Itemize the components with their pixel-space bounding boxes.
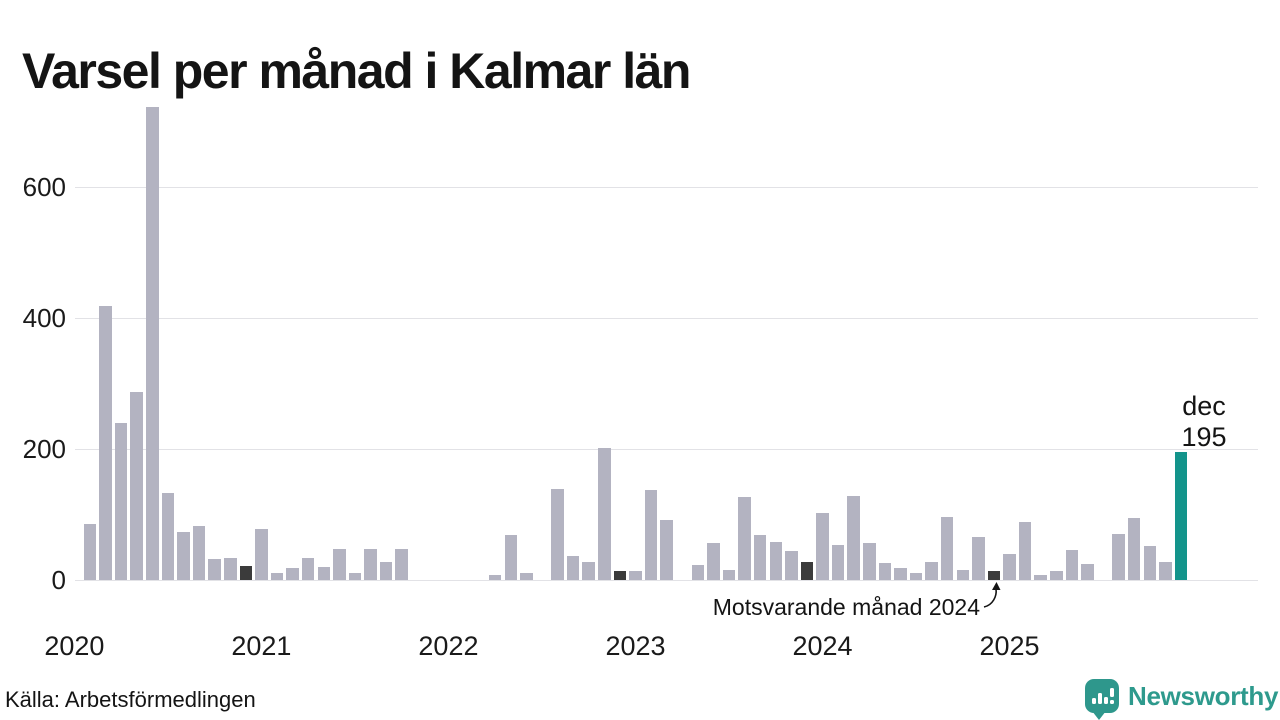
bar-2024-okt — [956, 570, 970, 580]
bar-2020-feb — [83, 524, 97, 580]
bar-2023-aug — [738, 496, 751, 580]
bar-2023-okt — [769, 542, 783, 580]
bar-2020-sep — [192, 525, 206, 580]
bar-2020-apr — [114, 422, 128, 580]
highlight-bar-month: dec — [1182, 391, 1226, 421]
reference-annotation: Motsvarande månad 2024 — [712, 594, 980, 620]
bar-2020-jul — [161, 492, 175, 580]
newsworthy-wordmark: Newsworthy — [1128, 680, 1279, 711]
bar-2025-jan — [1003, 554, 1016, 580]
page-title: Varsel per månad i Kalmar län — [22, 42, 691, 99]
bar-2025-dec — [1174, 452, 1188, 580]
y-tick-label-600: 600 — [22, 172, 66, 202]
x-tick-label-2023: 2023 — [605, 631, 666, 661]
bar-2022-sep — [566, 556, 580, 580]
bar-2020-nov — [224, 557, 237, 580]
bar-2024-apr — [863, 542, 876, 580]
bar-2024-mar — [847, 495, 860, 580]
bar-2023-dec — [800, 562, 814, 580]
bar-2023-jul — [722, 569, 736, 580]
badge-bar-icon — [1104, 697, 1108, 704]
bar-2023-nov — [785, 550, 798, 580]
gridline-y-200 — [75, 449, 1258, 450]
bar-2022-dec — [613, 571, 627, 580]
bar-2021-jan — [255, 528, 268, 580]
bar-2024-feb — [831, 545, 845, 580]
highlight-bar-value: 195 — [1181, 422, 1227, 453]
x-tick-label-2022: 2022 — [418, 631, 479, 661]
bar-2020-aug — [177, 531, 190, 580]
bar-2025-aug — [1112, 534, 1125, 580]
bar-2025-sep — [1127, 518, 1141, 580]
bar-2024-nov — [972, 537, 985, 580]
bar-2025-maj — [1065, 549, 1079, 580]
badge-bar-icon — [1098, 693, 1102, 704]
bar-2024-jul — [909, 573, 923, 580]
bar-2022-apr — [488, 575, 502, 580]
bar-2025-apr — [1050, 570, 1063, 580]
bar-2024-aug — [925, 562, 938, 580]
bar-2025-mar — [1034, 574, 1047, 580]
bar-2024-jan — [816, 513, 829, 580]
bar-2022-maj — [504, 535, 518, 580]
x-tick-label-2020: 2020 — [44, 631, 105, 661]
bar-2022-jun — [520, 572, 533, 580]
bar-2020-mar — [99, 306, 112, 580]
y-tick-label-400: 400 — [22, 303, 66, 333]
source-caption: Källa: Arbetsförmedlingen — [5, 687, 256, 712]
gridline-y-400 — [75, 318, 1258, 319]
newsworthy-logo: Newsworthy — [1085, 676, 1279, 720]
y-tick-label-200: 200 — [22, 434, 66, 464]
bar-2025-feb — [1018, 521, 1032, 580]
bar-2021-feb — [270, 572, 284, 580]
x-tick-label-2024: 2024 — [792, 631, 853, 661]
badge-tail-icon — [1092, 711, 1106, 720]
bar-2023-jun — [707, 543, 720, 580]
bar-2025-nov — [1159, 561, 1172, 580]
bar-2023-feb — [644, 490, 658, 580]
bar-2022-nov — [598, 447, 611, 580]
bar-2020-maj — [130, 392, 143, 580]
bar-2020-jun — [146, 107, 159, 580]
highlight-bar-label: dec 195 — [1172, 391, 1236, 454]
bar-2024-maj — [878, 562, 892, 580]
bar-2025-okt — [1143, 545, 1157, 580]
bar-2020-okt — [208, 559, 221, 580]
bar-2021-apr — [301, 558, 315, 580]
x-tick-label-2021: 2021 — [231, 631, 292, 661]
bar-2022-okt — [582, 561, 595, 580]
bar-2023-jan — [629, 571, 642, 580]
bar-2022-aug — [551, 488, 564, 580]
bar-2021-aug — [364, 549, 377, 580]
badge-exclamation-icon — [1110, 688, 1114, 697]
bar-2021-mar — [286, 567, 299, 580]
y-tick-label-0: 0 — [51, 565, 66, 595]
bar-2021-maj — [317, 566, 331, 580]
bar-2021-jul — [348, 573, 362, 580]
bar-2021-jun — [333, 549, 346, 580]
badge-exclamation-dot-icon — [1110, 700, 1114, 704]
bar-2023-maj — [691, 564, 705, 580]
bar-2021-okt — [395, 549, 408, 580]
badge-bar-icon — [1092, 698, 1096, 704]
bar-2023-sep — [753, 535, 767, 580]
bar-2024-jun — [894, 568, 907, 580]
bar-2023-mar — [660, 520, 673, 580]
gridline-y-600 — [75, 187, 1258, 188]
bar-2020-dec — [239, 565, 253, 580]
gridline-y-0 — [75, 580, 1258, 581]
bar-2024-dec — [987, 570, 1001, 580]
bar-2025-jun — [1081, 563, 1094, 580]
x-tick-label-2025: 2025 — [979, 631, 1040, 661]
annotation-arrow-icon — [983, 582, 1001, 608]
newsworthy-badge-icon — [1085, 679, 1119, 720]
bar-2021-sep — [379, 561, 393, 580]
bar-2024-sep — [940, 517, 954, 580]
